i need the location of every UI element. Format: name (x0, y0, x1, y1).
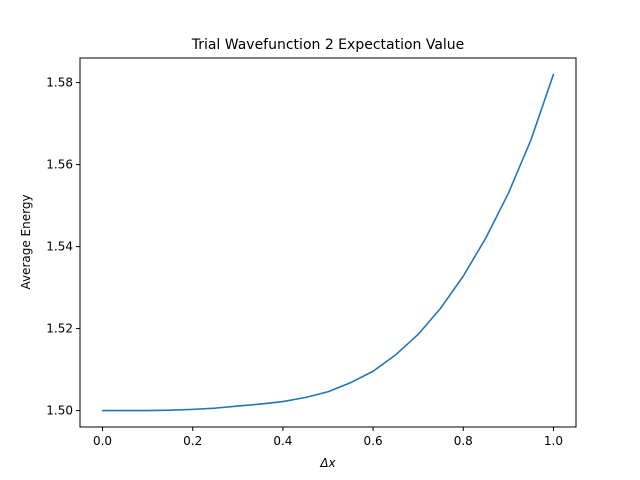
x-axis-label: Δx (319, 456, 336, 470)
chart-title: Trial Wavefunction 2 Expectation Value (191, 37, 465, 53)
y-tick-label: 1.54 (46, 240, 73, 254)
plot-frame (79, 57, 577, 428)
x-tick-label: 0.6 (364, 434, 383, 448)
y-tick-label: 1.56 (46, 158, 73, 172)
x-tick-label: 0.4 (273, 434, 292, 448)
y-axis-label: Average Energy (19, 194, 33, 289)
y-tick-label: 1.52 (46, 322, 73, 336)
x-tick-label: 0.2 (183, 434, 202, 448)
y-tick-label: 1.50 (46, 404, 73, 418)
series-line (101, 73, 555, 412)
x-tick-label: 0.8 (454, 434, 473, 448)
x-tick-label: 1.0 (544, 434, 563, 448)
x-tick-label: 0.0 (93, 434, 112, 448)
y-tick-label: 1.58 (46, 76, 73, 90)
